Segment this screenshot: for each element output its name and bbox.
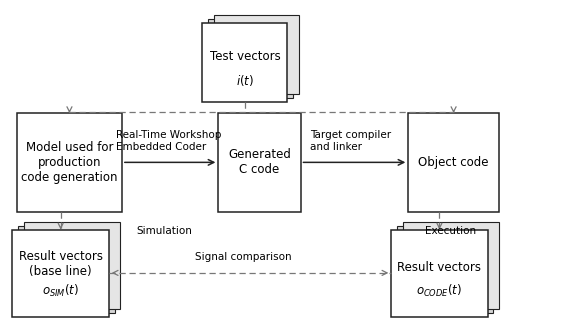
Bar <box>391 230 488 317</box>
Text: Simulation: Simulation <box>136 226 192 236</box>
Bar <box>17 113 122 212</box>
Text: Execution: Execution <box>425 226 476 236</box>
Bar <box>12 230 109 317</box>
Text: $o_{CODE}(t)$: $o_{CODE}(t)$ <box>416 283 463 299</box>
Bar <box>218 113 301 212</box>
Bar <box>18 226 115 313</box>
Text: $i(t)$: $i(t)$ <box>236 73 254 88</box>
Bar <box>403 222 499 309</box>
Text: $o_{SIM}(t)$: $o_{SIM}(t)$ <box>42 283 79 299</box>
Bar <box>214 15 299 94</box>
Bar <box>202 23 287 102</box>
Text: Target compiler
and linker: Target compiler and linker <box>310 130 391 152</box>
Text: Signal comparison: Signal comparison <box>196 253 292 262</box>
Bar <box>208 19 293 98</box>
Text: Real-Time Workshop
Embedded Coder: Real-Time Workshop Embedded Coder <box>116 130 222 152</box>
Text: Generated
C code: Generated C code <box>228 148 291 176</box>
Text: Model used for
production
code generation: Model used for production code generatio… <box>21 141 118 184</box>
Text: Result vectors: Result vectors <box>397 261 481 274</box>
Bar <box>397 226 493 313</box>
Text: Result vectors
(base line): Result vectors (base line) <box>19 250 103 278</box>
Text: Object code: Object code <box>418 156 489 169</box>
Text: Test vectors: Test vectors <box>210 50 280 63</box>
Bar <box>408 113 499 212</box>
Bar <box>24 222 120 309</box>
